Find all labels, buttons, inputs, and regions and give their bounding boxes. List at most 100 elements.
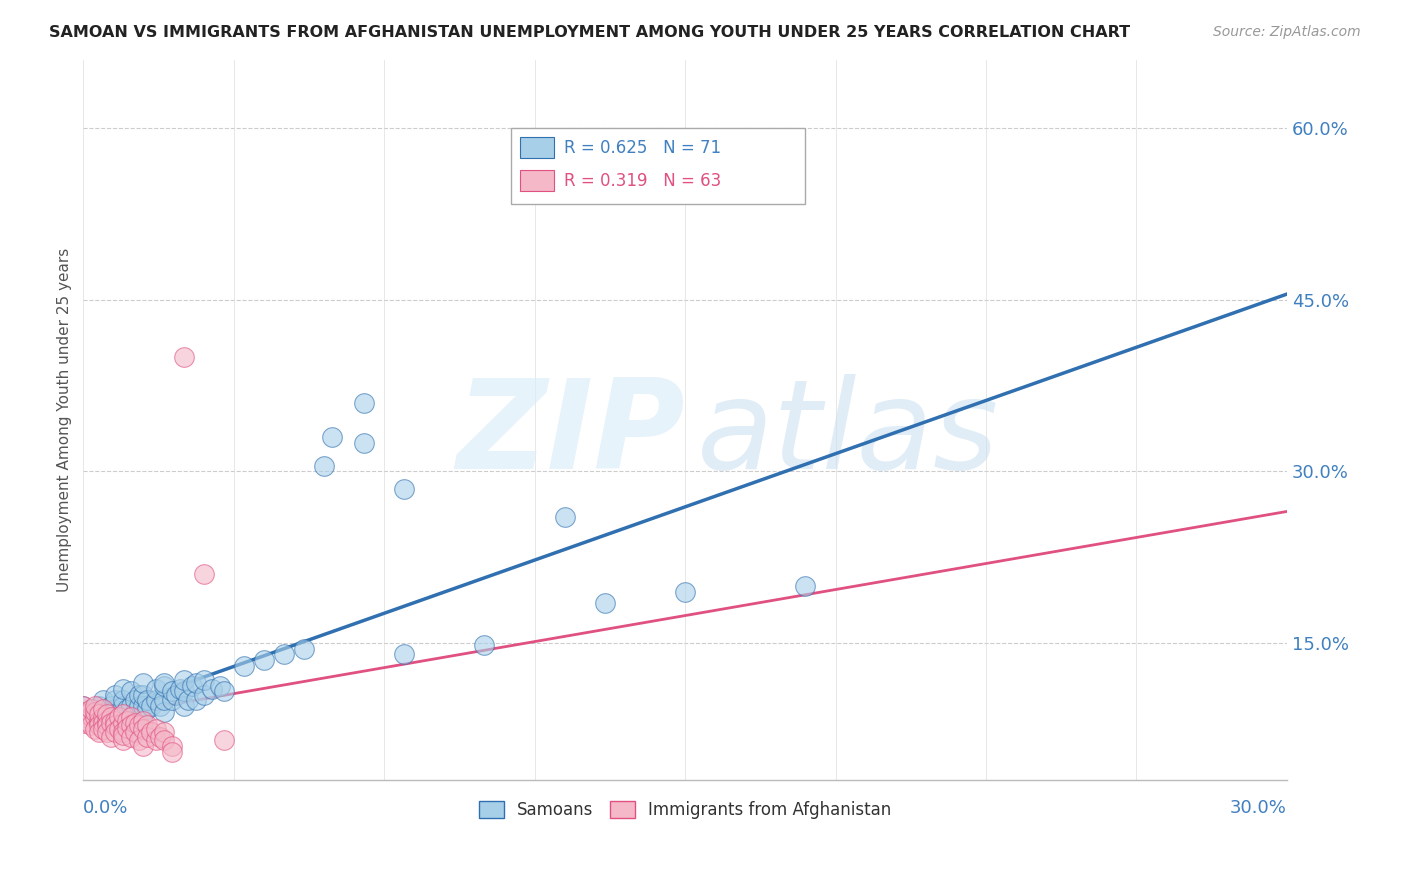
Point: [132, 714, 155, 728]
Point: [128, 733, 150, 747]
Point: [96, 706, 118, 721]
Point: [89, 706, 111, 721]
Bar: [520, 169, 554, 192]
Point: [96, 718, 118, 732]
Point: [132, 739, 155, 753]
Point: [76, 706, 98, 721]
Point: [104, 725, 127, 739]
Point: [152, 725, 174, 739]
Point: [100, 730, 122, 744]
Point: [112, 706, 135, 721]
Point: [794, 579, 817, 593]
Point: [100, 710, 122, 724]
Point: [141, 698, 163, 713]
Point: [89, 706, 111, 721]
Point: [673, 584, 696, 599]
FancyBboxPatch shape: [510, 128, 806, 203]
Point: [145, 733, 167, 747]
Point: [180, 680, 202, 694]
Point: [89, 714, 111, 728]
Text: R = 0.625   N = 71: R = 0.625 N = 71: [564, 138, 721, 156]
Text: 30.0%: 30.0%: [1230, 798, 1286, 817]
Point: [104, 718, 127, 732]
Point: [124, 716, 146, 731]
Point: [132, 676, 155, 690]
Point: [173, 698, 195, 713]
Point: [120, 698, 142, 713]
Point: [353, 396, 375, 410]
Point: [160, 739, 183, 753]
Text: atlas: atlas: [697, 374, 1000, 495]
Point: [152, 705, 174, 719]
Point: [112, 698, 135, 713]
Point: [108, 722, 131, 736]
Point: [145, 681, 167, 696]
Bar: [520, 136, 554, 159]
Point: [80, 705, 103, 719]
Point: [212, 733, 235, 747]
Point: [165, 688, 187, 702]
Y-axis label: Unemployment Among Youth under 25 years: Unemployment Among Youth under 25 years: [58, 248, 72, 592]
Point: [80, 702, 103, 716]
Point: [72, 698, 94, 713]
Point: [201, 681, 224, 696]
Point: [136, 693, 159, 707]
Point: [160, 745, 183, 759]
Point: [394, 482, 416, 496]
Point: [112, 725, 135, 739]
Text: ZIP: ZIP: [457, 374, 685, 495]
Point: [193, 673, 215, 687]
Point: [128, 688, 150, 702]
Point: [148, 730, 170, 744]
Point: [136, 718, 159, 732]
Point: [84, 698, 107, 713]
Point: [112, 693, 135, 707]
Point: [124, 725, 146, 739]
Point: [96, 725, 118, 739]
Point: [554, 510, 576, 524]
Point: [312, 458, 335, 473]
Point: [160, 693, 183, 707]
Point: [120, 730, 142, 744]
Point: [176, 693, 198, 707]
Point: [253, 653, 276, 667]
Point: [80, 709, 103, 723]
Point: [84, 722, 107, 736]
Point: [112, 681, 135, 696]
Point: [593, 596, 616, 610]
Point: [76, 714, 98, 728]
Point: [394, 648, 416, 662]
Point: [124, 693, 146, 707]
Point: [124, 705, 146, 719]
Point: [89, 725, 111, 739]
Point: [152, 680, 174, 694]
Point: [72, 710, 94, 724]
Point: [120, 684, 142, 698]
Point: [93, 710, 115, 724]
Point: [89, 718, 111, 732]
Point: [132, 688, 155, 702]
Point: [96, 705, 118, 719]
Point: [152, 693, 174, 707]
Point: [128, 698, 150, 713]
Text: 0.0%: 0.0%: [83, 798, 129, 817]
Point: [184, 693, 207, 707]
Point: [136, 702, 159, 716]
Point: [104, 693, 127, 707]
Point: [292, 641, 315, 656]
Text: SAMOAN VS IMMIGRANTS FROM AFGHANISTAN UNEMPLOYMENT AMONG YOUTH UNDER 25 YEARS CO: SAMOAN VS IMMIGRANTS FROM AFGHANISTAN UN…: [49, 25, 1130, 40]
Point: [173, 350, 195, 364]
Point: [112, 727, 135, 741]
Point: [173, 684, 195, 698]
Point: [117, 702, 139, 716]
Point: [132, 722, 155, 736]
Point: [72, 698, 94, 713]
Point: [117, 714, 139, 728]
Point: [100, 716, 122, 731]
Point: [474, 638, 496, 652]
Text: R = 0.319   N = 63: R = 0.319 N = 63: [564, 171, 721, 190]
Point: [96, 714, 118, 728]
Point: [93, 710, 115, 724]
Point: [112, 716, 135, 731]
Point: [100, 706, 122, 721]
